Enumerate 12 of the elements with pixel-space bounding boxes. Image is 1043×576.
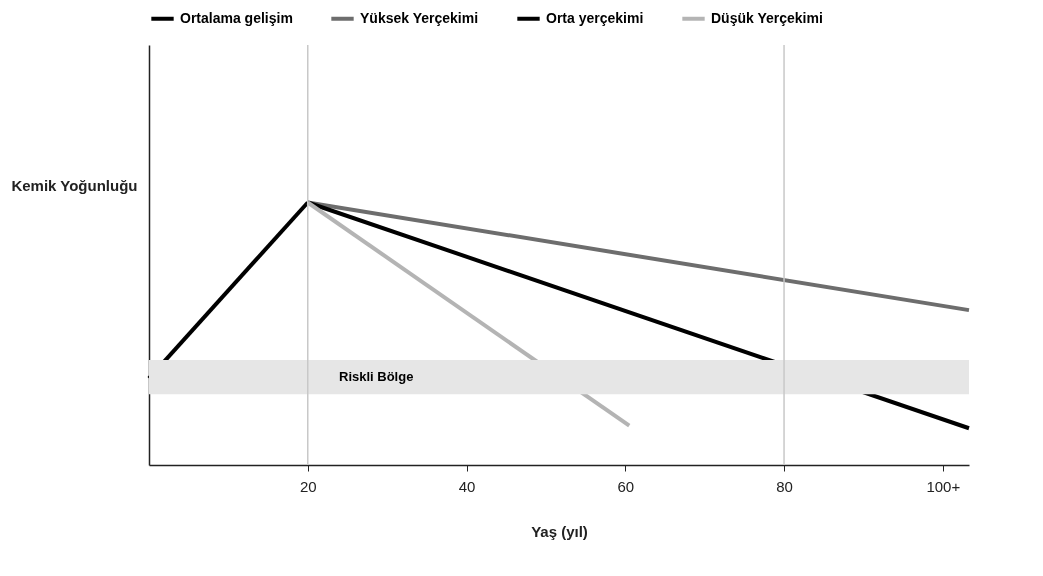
x-tick-label: 40 (458, 477, 476, 495)
legend-label: Ortalama gelişim (180, 9, 293, 26)
x-tick-label: 60 (617, 477, 635, 495)
y-axis-title: Kemik Yoğunluğu (11, 176, 138, 194)
x-axis-title: Yaş (yıl) (531, 522, 588, 540)
x-tick-label: 20 (299, 477, 317, 495)
legend-label: Orta yerçekimi (546, 9, 644, 26)
band-label: Riskli Bölge (339, 369, 414, 385)
legend-label: Düşük Yerçekimi (711, 9, 823, 26)
x-tick-label: 100+ (926, 477, 961, 495)
legend-label: Yüksek Yerçekimi (360, 9, 479, 26)
x-tick-label: 80 (776, 477, 793, 495)
